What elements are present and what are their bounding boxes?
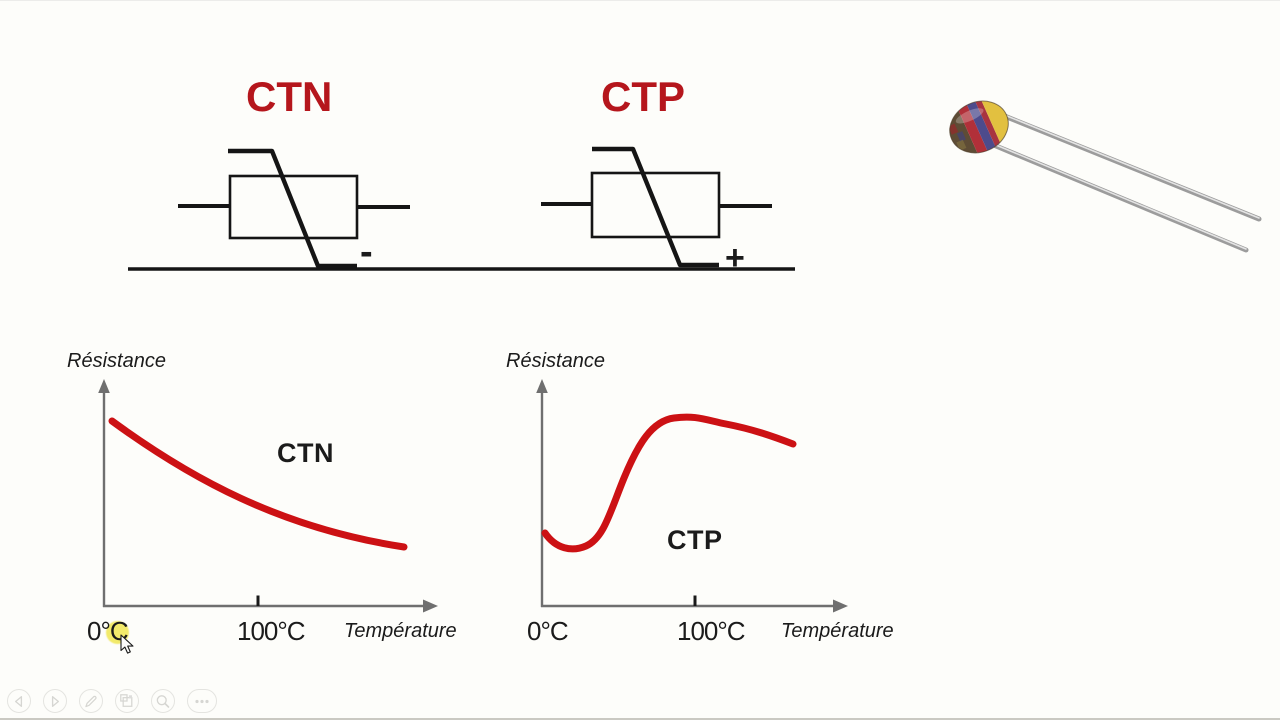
pen-icon (85, 695, 97, 707)
pen-button[interactable] (79, 689, 103, 713)
zoom-button[interactable] (151, 689, 175, 713)
thermistor-leads (993, 112, 1262, 253)
ctp-symbol (541, 146, 772, 268)
ctn-tick-100: 100°C (237, 616, 306, 646)
thermistor-photo (941, 91, 1262, 253)
ctn-graph-axes (98, 379, 438, 613)
ctn-x-axis-label: Température (344, 620, 457, 642)
ctp-x-axis-label: Température (781, 620, 894, 642)
ctn-curve-label: CTN (277, 438, 334, 468)
mouse-cursor-icon (120, 634, 134, 654)
ctp-curve (541, 413, 797, 553)
slides-button[interactable] (115, 689, 139, 713)
bottom-edge-line (0, 718, 1280, 720)
more-button[interactable] (187, 689, 217, 713)
triangle-left-icon (14, 695, 23, 707)
ctn-title: CTN (246, 73, 333, 120)
ctp-tick-0: 0°C (527, 616, 569, 646)
ctn-curve (108, 417, 408, 551)
ctp-polarity-sign: + (725, 239, 745, 277)
previous-button[interactable] (7, 689, 31, 713)
frames-icon (120, 693, 133, 707)
magnifier-icon (156, 694, 170, 708)
ctn-y-axis-label: Résistance (67, 350, 166, 372)
next-button[interactable] (43, 689, 67, 713)
ctp-curve-label: CTP (667, 525, 723, 555)
player-toolbar (7, 689, 217, 713)
ctp-tick-100: 100°C (677, 616, 746, 646)
top-edge-line (0, 0, 1280, 1)
ctp-graph-axes (536, 379, 848, 613)
triangle-right-icon (51, 695, 60, 707)
ctn-symbol (178, 148, 410, 269)
ctn-polarity-sign: - (360, 231, 373, 273)
ctp-title: CTP (601, 73, 685, 120)
ellipsis-icon (195, 699, 209, 703)
ctp-y-axis-label: Résistance (506, 350, 605, 372)
